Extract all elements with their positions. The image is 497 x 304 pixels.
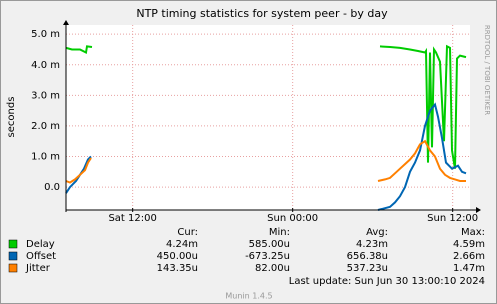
stat-header: Avg:: [366, 227, 388, 238]
legend-stat: 4.24m: [166, 239, 198, 250]
legend-stat: 82.00u: [255, 263, 290, 274]
x-arrow: [476, 207, 481, 213]
legend-label: Offset: [26, 251, 56, 262]
stat-header: Cur:: [177, 227, 198, 238]
x-tick-label: Sun 00:00: [267, 213, 318, 224]
x-tick-label: Sun 12:00: [427, 213, 478, 224]
legend-label: Delay: [26, 239, 55, 250]
stat-header: Min:: [269, 227, 290, 238]
y-tick-label: 4.0 m: [31, 60, 60, 71]
legend-stat: 450.00u: [157, 251, 198, 262]
legend-swatch: [8, 251, 18, 261]
legend-swatch: [8, 239, 18, 249]
legend-stat: 4.59m: [453, 239, 485, 250]
series-line: [65, 44, 467, 169]
legend-swatch: [8, 263, 18, 273]
legend-stat: 2.66m: [453, 251, 485, 262]
stat-header: Max:: [461, 227, 485, 238]
legend-label: Jitter: [25, 263, 51, 274]
y-tick-label: 5.0 m: [31, 29, 60, 40]
y-axis-label: seconds: [6, 97, 17, 138]
legend-stat: 585.00u: [249, 239, 290, 250]
legend-stat: 537.23u: [347, 263, 388, 274]
side-label: RRDTOOL / TOBI OETIKER: [483, 25, 491, 115]
legend-stat: 143.35u: [157, 263, 198, 274]
y-arrow: [63, 20, 69, 25]
legend-stat: 4.23m: [356, 239, 388, 250]
plot-area: [66, 25, 470, 210]
legend-stat: 656.38u: [347, 251, 388, 262]
y-tick-label: 3.0 m: [31, 90, 60, 101]
chart-title: NTP timing statistics for system peer - …: [136, 7, 388, 20]
grid: [66, 25, 470, 210]
legend-stat: -673.25u: [245, 251, 290, 262]
y-tick-label: 2.0 m: [31, 121, 60, 132]
series-line: [65, 139, 466, 184]
y-tick-label: 0.0: [44, 182, 60, 193]
x-tick-label: Sat 12:00: [108, 213, 156, 224]
y-tick-label: 1.0 m: [31, 151, 60, 162]
last-update: Last update: Sun Jun 30 13:00:10 2024: [289, 276, 485, 287]
footer: Munin 1.4.5: [225, 292, 272, 301]
axes: [63, 20, 481, 213]
lines: [65, 44, 467, 211]
legend-stat: 1.47m: [453, 263, 485, 274]
